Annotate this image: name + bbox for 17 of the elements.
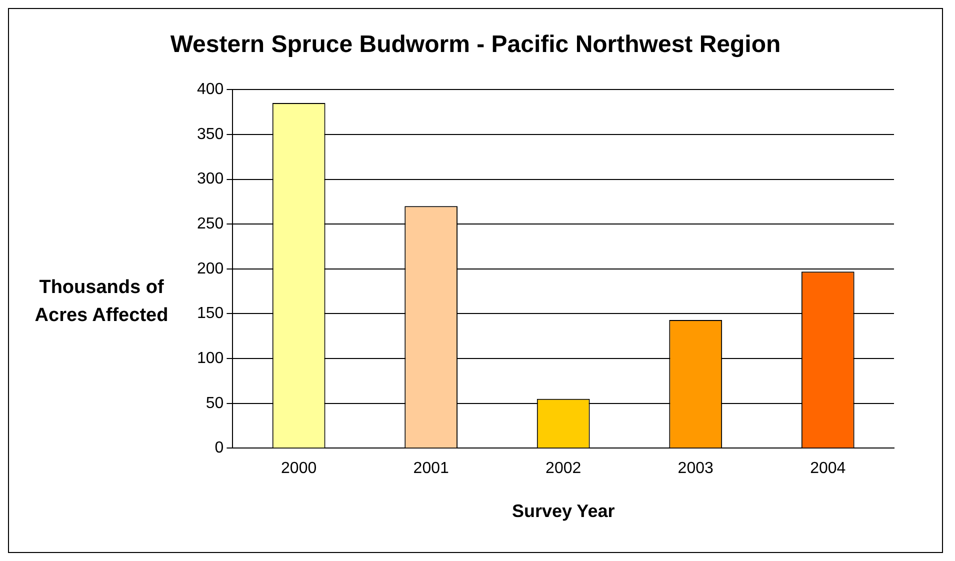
x-tick-label: 2000 — [281, 460, 317, 478]
y-tick-label: 300 — [196, 170, 224, 188]
y-tick-label: 0 — [214, 440, 224, 457]
y-tick-label: 150 — [196, 305, 224, 322]
y-tick-label: 100 — [196, 350, 224, 367]
x-tick-label: 2002 — [546, 460, 582, 478]
y-axis-title: Thousands of Acres Affected — [34, 276, 170, 328]
y-tick-label: 350 — [196, 126, 224, 143]
x-tick-label: 2003 — [678, 460, 714, 478]
chart-title: Western Spruce Budworm - Pacific Northwest Region — [169, 31, 782, 59]
x-tick-label: 2001 — [413, 460, 449, 478]
x-tick-label: 2004 — [810, 460, 846, 478]
y-tick-label: 200 — [196, 260, 224, 278]
y-tick-label: 400 — [196, 81, 224, 98]
y-tick-label: 250 — [196, 215, 224, 232]
x-axis-title: Survey Year — [512, 501, 615, 522]
y-tick-label: 50 — [206, 394, 224, 412]
